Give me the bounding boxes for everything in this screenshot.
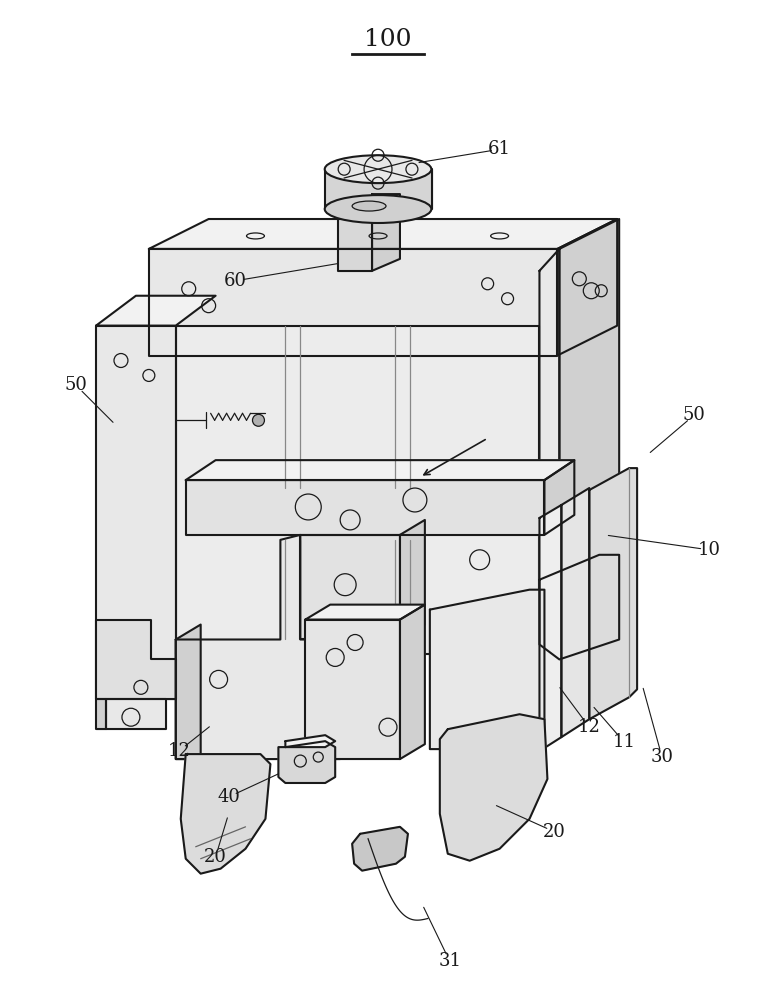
Text: 30: 30 xyxy=(650,748,674,766)
Polygon shape xyxy=(96,326,176,699)
Text: 20: 20 xyxy=(543,823,566,841)
Ellipse shape xyxy=(325,195,431,223)
Text: 50: 50 xyxy=(64,376,88,394)
Polygon shape xyxy=(176,326,539,654)
Ellipse shape xyxy=(325,155,431,183)
Polygon shape xyxy=(352,827,408,871)
Text: 100: 100 xyxy=(364,28,412,51)
Polygon shape xyxy=(301,535,400,639)
Polygon shape xyxy=(181,754,270,874)
Polygon shape xyxy=(400,605,425,759)
Polygon shape xyxy=(539,555,619,659)
Polygon shape xyxy=(149,249,557,356)
Polygon shape xyxy=(96,699,106,729)
Polygon shape xyxy=(278,741,335,783)
Polygon shape xyxy=(96,296,216,326)
Text: 61: 61 xyxy=(488,140,511,158)
Circle shape xyxy=(253,414,264,426)
Text: 20: 20 xyxy=(204,848,227,866)
Polygon shape xyxy=(96,620,176,699)
Text: 50: 50 xyxy=(682,406,706,424)
Text: 12: 12 xyxy=(167,742,190,760)
Text: 31: 31 xyxy=(438,952,462,970)
Polygon shape xyxy=(186,460,574,480)
Polygon shape xyxy=(539,505,561,751)
Polygon shape xyxy=(186,480,545,535)
Polygon shape xyxy=(176,535,340,759)
Polygon shape xyxy=(559,219,619,635)
Polygon shape xyxy=(106,699,166,729)
Polygon shape xyxy=(545,460,574,535)
Text: 12: 12 xyxy=(578,718,601,736)
Polygon shape xyxy=(561,488,589,737)
Polygon shape xyxy=(338,206,372,271)
Text: 60: 60 xyxy=(224,272,247,290)
Polygon shape xyxy=(305,620,400,759)
Polygon shape xyxy=(176,625,200,759)
Polygon shape xyxy=(149,219,617,249)
Polygon shape xyxy=(372,194,400,271)
Polygon shape xyxy=(400,520,425,639)
Ellipse shape xyxy=(352,201,386,211)
Text: 10: 10 xyxy=(697,541,720,559)
Polygon shape xyxy=(430,590,545,749)
Polygon shape xyxy=(326,169,432,209)
Polygon shape xyxy=(440,714,548,861)
Polygon shape xyxy=(589,468,637,719)
Text: 40: 40 xyxy=(217,788,240,806)
Polygon shape xyxy=(539,249,559,654)
Polygon shape xyxy=(305,605,425,620)
Polygon shape xyxy=(285,735,335,747)
Polygon shape xyxy=(557,219,617,356)
Text: 11: 11 xyxy=(612,733,636,751)
